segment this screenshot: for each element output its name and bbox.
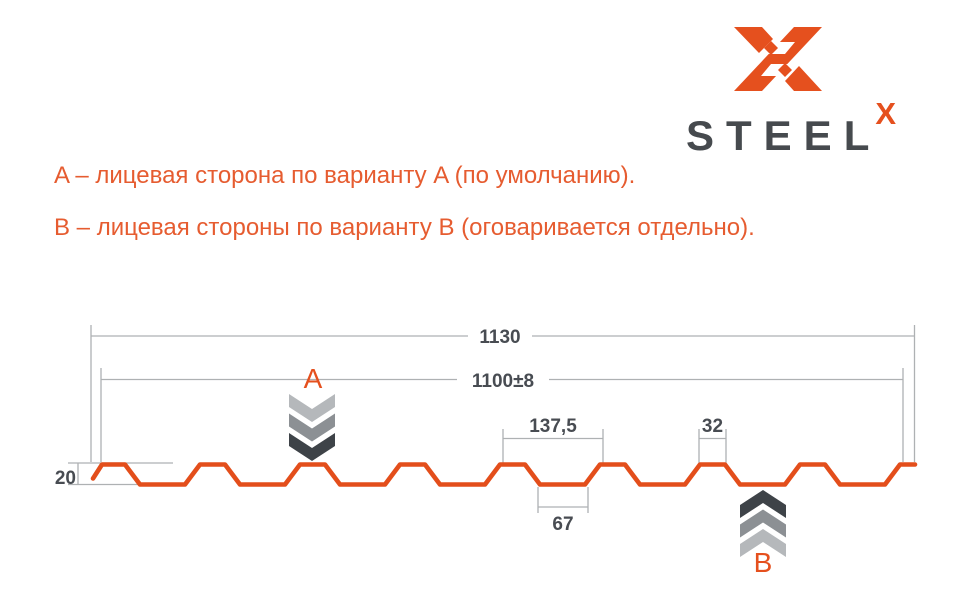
logo-brand-text: STEEL xyxy=(686,112,882,159)
logo-arm-bottom-right xyxy=(785,66,822,91)
chevron-up-icon-b1 xyxy=(740,490,786,518)
dim-rib-pitch-label: 137,5 xyxy=(529,416,577,437)
chevron-up-icon-b2 xyxy=(740,509,786,538)
chevron-down-icon-a1 xyxy=(289,394,335,422)
chevron-down-icon-a3 xyxy=(289,433,335,461)
dim-working-width-label: 1100±8 xyxy=(472,371,534,392)
logo-dot-lower xyxy=(778,63,792,77)
dim-height-label: 20 xyxy=(55,468,76,489)
dim-overall-width-label: 1130 xyxy=(479,327,520,348)
chevron-up-icon-b3 xyxy=(740,529,786,557)
logo-arm-top-left xyxy=(734,27,773,53)
dim-valley-label: 67 xyxy=(552,514,573,535)
chevron-down-icon-a2 xyxy=(289,413,335,442)
logo-dot-upper xyxy=(764,41,778,55)
profile-sheet-outline xyxy=(90,462,918,487)
note-line-b: B – лицевая стороны по варианту B (огова… xyxy=(54,214,755,241)
logo-wordmark: STEELX xyxy=(686,98,896,159)
logo-sup-x: X xyxy=(875,96,897,131)
logo-bar-slash xyxy=(734,27,822,91)
side-b-label: B xyxy=(754,547,773,578)
side-a-label: A xyxy=(304,363,323,394)
note-line-a: A – лицевая сторона по варианту A (по ум… xyxy=(54,162,636,189)
steelx-logo-icon xyxy=(734,27,822,91)
dim-rib-top-label: 32 xyxy=(702,416,723,437)
